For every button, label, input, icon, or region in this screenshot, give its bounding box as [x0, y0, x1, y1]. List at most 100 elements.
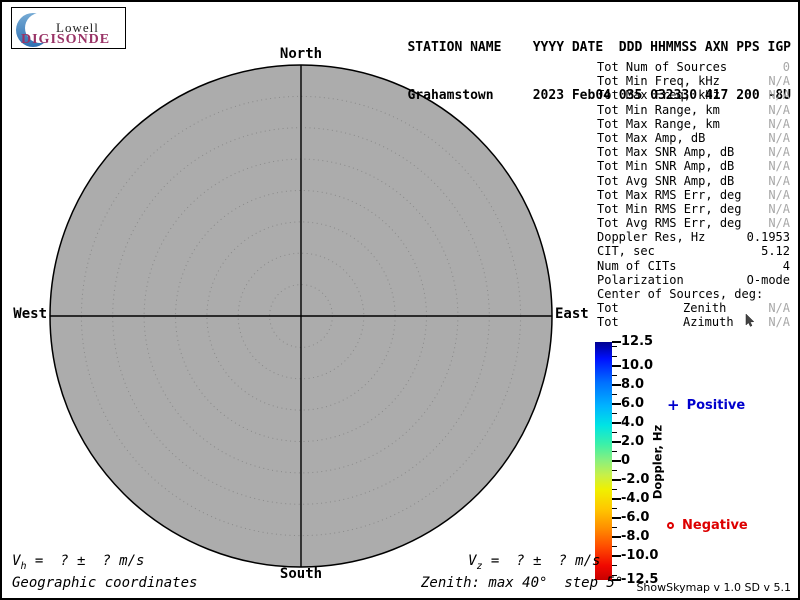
stat-label: CIT, sec [597, 244, 655, 259]
stat-value: N/A [768, 315, 790, 330]
stat-row: Doppler Res, Hz 0.1953 [597, 230, 790, 244]
stat-row: Tot Max Range, km N/A [597, 117, 790, 131]
vh-value: = ? ± ? m/s [26, 553, 145, 569]
colorbar-major-tick [612, 479, 621, 481]
stats-panel: Tot Num of Sources 0 Tot Min Freq, kHz N/A T… [597, 60, 790, 330]
compass-label-east: East [555, 306, 589, 322]
colorbar-major-tick [612, 555, 621, 558]
stat-row: Tot Num of Sources 0 [597, 60, 790, 74]
stat-value: N/A [768, 216, 790, 231]
colorbar-tick-label: -6.0 [621, 510, 650, 526]
stat-label: Polarization [597, 272, 684, 287]
colorbar-minor-tick [612, 355, 617, 357]
colorbar-major-tick [612, 517, 621, 520]
stat-row: Polarization O-mode [597, 273, 790, 287]
stat-value: N/A [768, 201, 790, 216]
colorbar-major-tick [612, 441, 621, 443]
compass-label-west: West [13, 306, 47, 322]
stat-value: N/A [768, 187, 790, 202]
compass-label-north: North [279, 46, 323, 62]
colorbar-tick-label: -12.5 [621, 572, 659, 587]
header-columns-row: STATION NAME YYYY DATE DDD HHMMSS AXN PP… [407, 40, 791, 55]
stat-mid-label: Zenith [683, 301, 727, 316]
stat-row: Tot Max Amp, dB N/A [597, 131, 790, 145]
stat-label: Doppler Res, Hz [597, 230, 706, 245]
stat-row: Tot Max RMS Err, deg N/A [597, 188, 790, 202]
stat-label: Num of CITs [597, 258, 677, 273]
colorbar-tick-label: 6.0 [621, 395, 645, 411]
stat-value: N/A [768, 88, 790, 103]
legend-negative-label: Negative [682, 518, 748, 533]
colorbar-tick-label: -8.0 [621, 529, 650, 545]
colorbar-minor-tick [612, 527, 617, 529]
colorbar-minor-tick [612, 574, 617, 576]
stat-row: Num of CITs 4 [597, 259, 790, 273]
version-label: ShowSkymap v 1.0 SD v 5.1 [636, 581, 791, 594]
colorbar-tick-label: 12.5 [621, 334, 654, 349]
mouse-cursor-icon [745, 314, 755, 327]
colorbar-major-tick [612, 383, 621, 386]
stat-value: N/A [768, 102, 790, 117]
stat-label: Tot Avg RMS Err, deg [597, 216, 742, 231]
legend-negative: Negative [667, 518, 748, 533]
stat-label: Tot Num of Sources [597, 60, 728, 74]
stat-label: Tot [597, 301, 619, 316]
colorbar-tick-label: 8.0 [621, 376, 645, 392]
logo-digisonde-text: DIGISONDE [21, 32, 111, 47]
colorbar-major-tick [612, 460, 621, 462]
colorbar-title: Doppler, Hz [650, 424, 665, 500]
colorbar-major-tick [612, 402, 621, 405]
vz-symbol: V [468, 553, 477, 569]
colorbar-major-tick [612, 579, 621, 581]
colorbar-major-tick [612, 364, 621, 367]
stat-label: Tot Min Range, km [597, 102, 720, 117]
stat-row: Tot Avg SNR Amp, dB N/A [597, 174, 790, 188]
stat-value: N/A [768, 301, 790, 316]
colorbar-minor-tick [612, 451, 617, 452]
header-values-row: Grahamstown 2023 Feb04 035 032330 417 20… [407, 88, 791, 103]
colorbar-tick-label: 2.0 [621, 434, 645, 449]
stat-label: Tot Min RMS Err, deg [597, 201, 742, 216]
stat-row: Tot Avg RMS Err, deg N/A [597, 216, 790, 230]
colorbar-major-tick [612, 498, 621, 501]
colorbar-major-tick [612, 341, 621, 343]
colorbar-minor-tick [612, 431, 617, 433]
stat-label: Tot [597, 315, 619, 330]
colorbar-tick-label: 10.0 [621, 357, 654, 373]
stat-value: N/A [768, 116, 790, 131]
colorbar-minor-tick [612, 470, 617, 471]
coordinates-mode-label: Geographic coordinates [12, 575, 198, 591]
stat-value: N/A [768, 145, 790, 160]
stat-label: Tot Max RMS Err, deg [597, 187, 742, 202]
stat-value: 0.1953 [746, 230, 790, 245]
stat-row: Tot Min Range, km N/A [597, 103, 790, 117]
vh-subscript: h [20, 560, 27, 572]
stat-value: 0 [782, 60, 790, 74]
header: STATION NAME YYYY DATE DDD HHMMSS AXN PP… [407, 8, 791, 136]
colorbar-minor-tick [612, 346, 617, 348]
stat-label: Tot Max SNR Amp, dB [597, 145, 735, 160]
stat-row: Tot Max Freq, kHz N/A [597, 88, 790, 102]
stat-mid-label: Azimuth [683, 315, 734, 330]
compass-label-south: South [279, 566, 323, 582]
colorbar-minor-tick [612, 546, 617, 548]
stat-row: CIT, sec 5.12 [597, 244, 790, 258]
stat-row: Tot Min SNR Amp, dB N/A [597, 159, 790, 173]
vertical-velocity-readout: Vz = ? ± ? m/s [468, 553, 600, 572]
stat-label: Tot Max Freq, kHz [597, 88, 720, 103]
vz-subscript: z [476, 560, 483, 572]
colorbar-major-tick [612, 421, 621, 424]
colorbar-tick-label: -10.0 [621, 548, 659, 564]
stat-label: Tot Min Freq, kHz [597, 74, 720, 89]
plus-marker-icon: + [667, 396, 680, 414]
stat-label: Center of Sources, deg: [597, 287, 764, 301]
colorbar-major-tick [612, 536, 621, 539]
stat-value: 4 [782, 258, 790, 273]
legend-positive-label: Positive [686, 397, 746, 413]
stat-value: 5.12 [761, 244, 790, 259]
colorbar-minor-tick [612, 565, 617, 567]
horizontal-velocity-readout: Vh = ? ± ? m/s [12, 553, 144, 572]
colorbar-minor-tick [612, 489, 617, 491]
